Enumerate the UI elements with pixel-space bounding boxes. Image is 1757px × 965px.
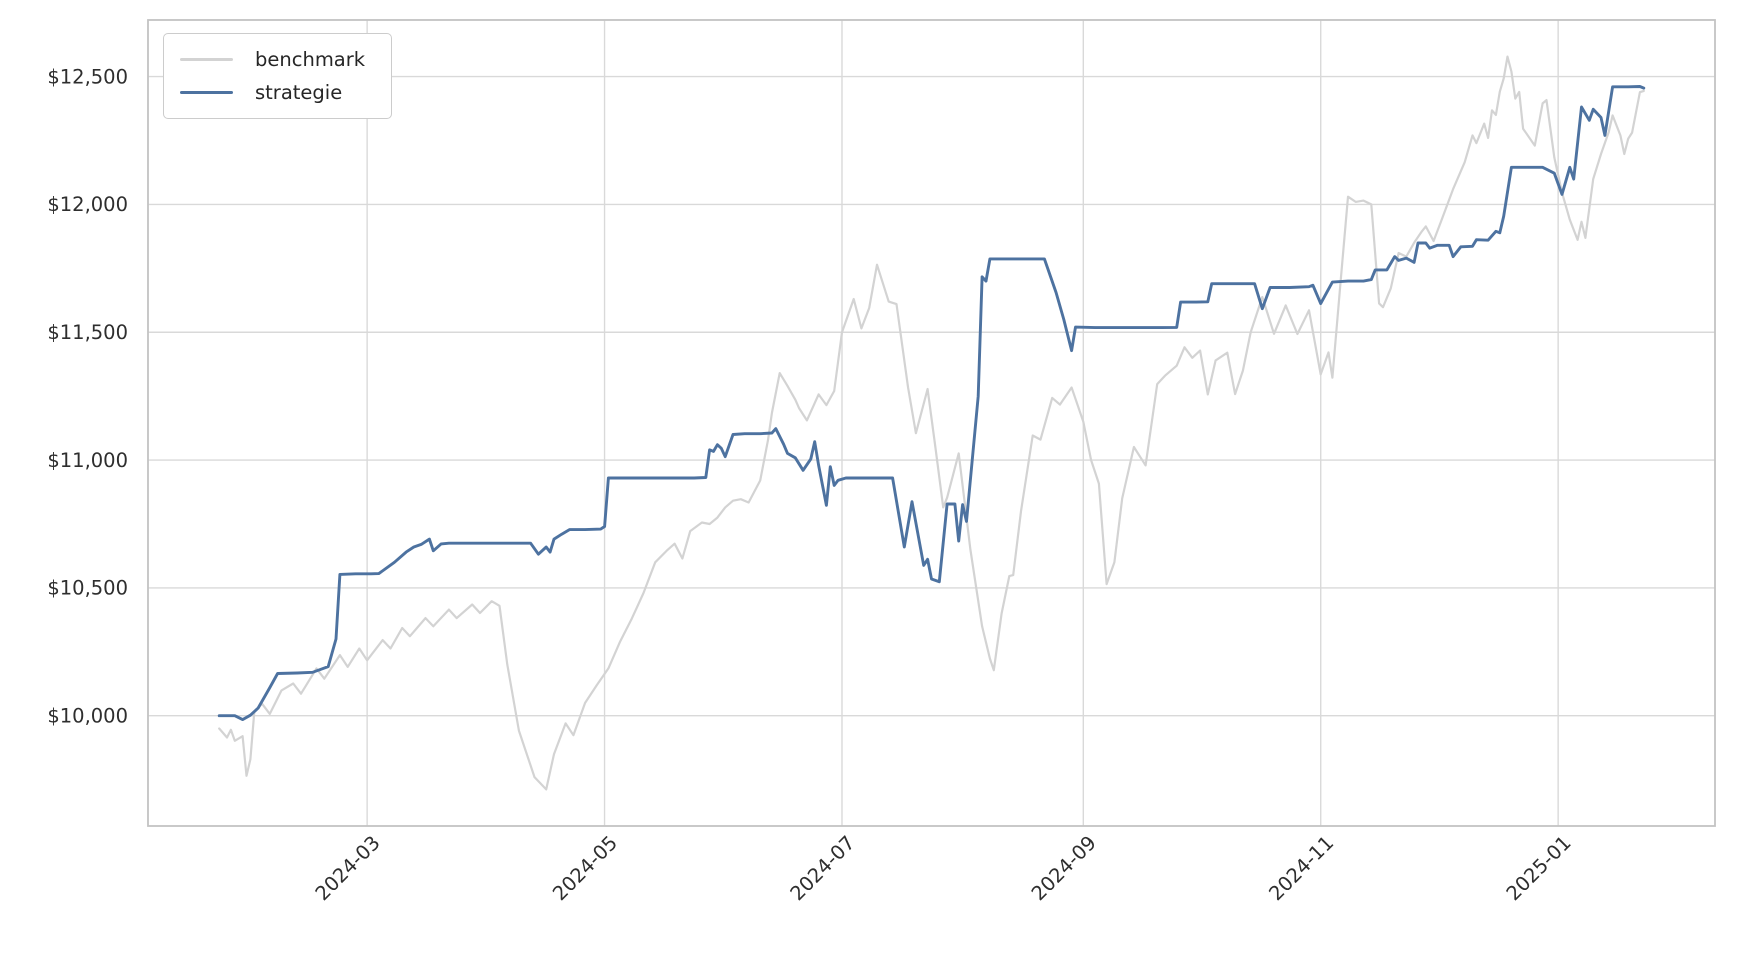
y-tick-label: $10,500 (47, 577, 128, 600)
benchmark-line-swatch (180, 58, 233, 62)
x-tick-label: 2024-05 (548, 831, 622, 905)
plot-border (147, 19, 1716, 827)
y-tick-label: $12,500 (47, 65, 128, 88)
x-tick-label: 2024-03 (311, 831, 385, 905)
benchmark-line (218, 55, 1645, 791)
legend-label-benchmark: benchmark (255, 48, 366, 72)
x-tick-label: 2024-11 (1264, 831, 1338, 905)
y-tick-label: $10,000 (47, 705, 128, 728)
legend: benchmark strategie (163, 33, 392, 119)
legend-label-strategie: strategie (255, 80, 343, 104)
legend-item-strategie: strategie (180, 81, 375, 104)
strategie-line-swatch (180, 90, 233, 94)
y-tick-label: $12,000 (47, 193, 128, 216)
x-tick-label: 2024-09 (1027, 831, 1101, 905)
strategie-line (217, 85, 1646, 722)
x-tick-label: 2024-07 (786, 831, 860, 905)
x-tick-label: 2025-01 (1502, 831, 1576, 905)
y-tick-label: $11,000 (47, 449, 128, 472)
y-tick-label: $11,500 (47, 321, 128, 344)
legend-item-benchmark: benchmark (180, 48, 375, 71)
